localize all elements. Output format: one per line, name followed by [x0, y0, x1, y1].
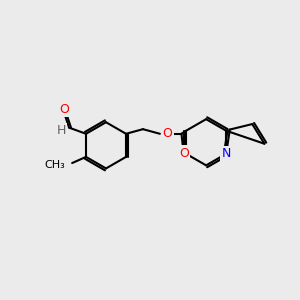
Text: O: O: [179, 146, 189, 160]
Text: O: O: [59, 103, 69, 116]
Text: N: N: [221, 147, 231, 160]
Text: O: O: [163, 127, 172, 140]
Text: H: H: [57, 124, 66, 137]
Text: CH₃: CH₃: [44, 160, 65, 170]
